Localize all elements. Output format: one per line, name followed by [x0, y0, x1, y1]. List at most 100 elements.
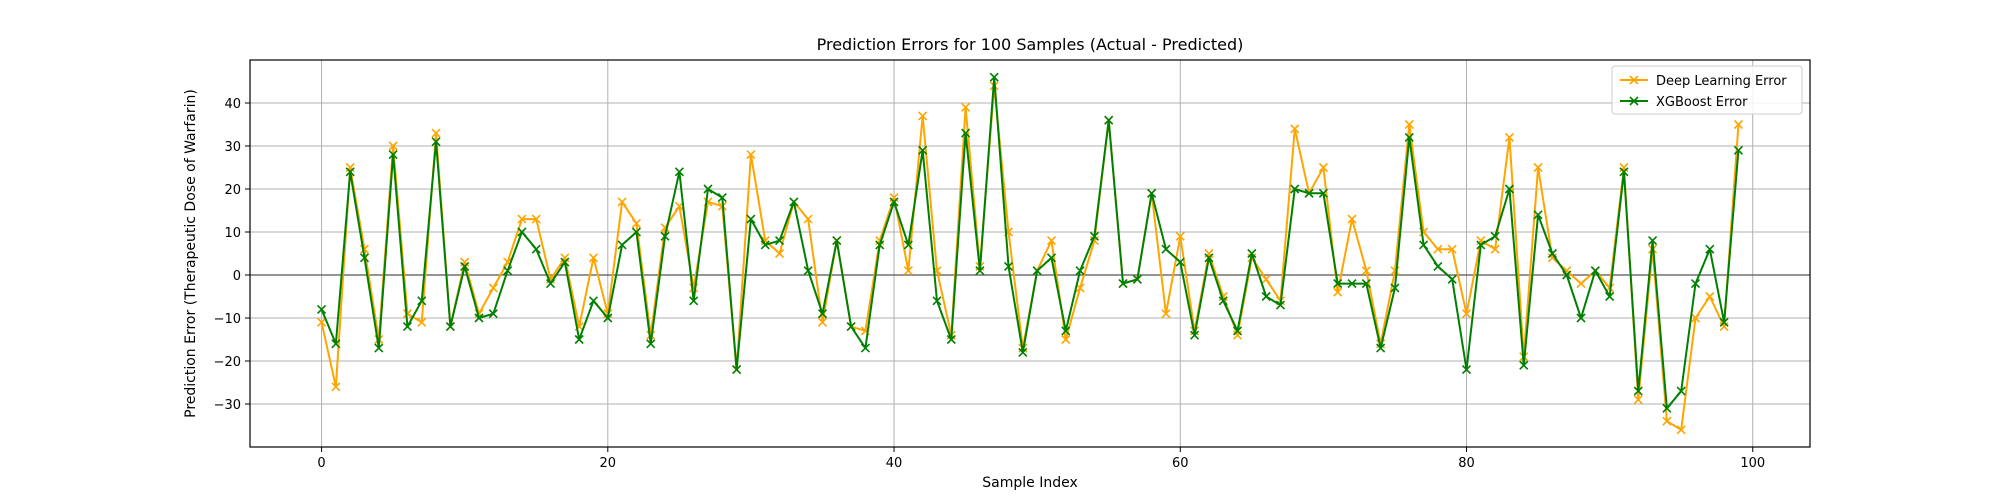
y-tick-label: 30 [224, 140, 241, 155]
data-point [732, 365, 742, 375]
data-point [1075, 266, 1085, 276]
data-point [388, 150, 398, 160]
data-point [445, 322, 455, 332]
data-point [1404, 132, 1414, 142]
data-point [531, 214, 541, 224]
data-point [1461, 365, 1472, 375]
data-point [1118, 279, 1128, 289]
data-point [918, 111, 928, 121]
x-tick-label: 0 [317, 456, 325, 471]
data-point [703, 184, 713, 194]
data-point [1490, 231, 1500, 241]
data-point [1433, 244, 1443, 254]
data-point [1132, 274, 1142, 284]
data-point [1333, 287, 1343, 297]
data-point [717, 193, 727, 203]
data-point [903, 266, 913, 276]
data-point [417, 317, 427, 327]
data-point [1490, 244, 1500, 254]
data-point [345, 167, 355, 177]
data-point [545, 279, 556, 289]
data-point [1175, 231, 1185, 241]
data-point [1104, 115, 1114, 125]
data-point [560, 257, 570, 267]
data-point [1648, 236, 1658, 246]
data-point [961, 102, 971, 112]
y-tick-label: −20 [214, 355, 241, 370]
data-point [1433, 261, 1443, 271]
data-point [460, 261, 470, 271]
data-point [1547, 248, 1557, 259]
data-point [989, 72, 999, 82]
data-point [1347, 214, 1357, 224]
data-point [1633, 395, 1643, 405]
y-tick-label: 0 [233, 269, 241, 284]
data-point [517, 214, 527, 224]
data-point [1376, 343, 1386, 353]
data-point [1733, 119, 1744, 130]
legend-box [1611, 65, 1803, 115]
legend-item: Deep Learning Error [1620, 74, 1787, 89]
data-point [503, 266, 513, 276]
data-point [1204, 253, 1214, 263]
data-point [531, 244, 541, 254]
data-point [1662, 403, 1672, 413]
data-point [1562, 270, 1572, 280]
data-point [1461, 309, 1472, 319]
data-point [1318, 188, 1328, 198]
data-point [1318, 162, 1328, 173]
data-point [932, 296, 942, 306]
data-point [1061, 334, 1071, 345]
data-point [1619, 167, 1629, 177]
x-tick-label: 80 [1458, 456, 1475, 471]
data-point [316, 317, 327, 327]
data-point [474, 313, 484, 323]
data-point [746, 150, 756, 160]
x-tick-label: 100 [1740, 456, 1765, 471]
data-point [789, 197, 799, 207]
data-point [1705, 244, 1715, 254]
data-point [1690, 313, 1701, 323]
legend-label: XGBoost Error [1656, 95, 1748, 110]
data-point [617, 240, 627, 250]
x-tick-label: 60 [1172, 456, 1189, 471]
data-point [1676, 425, 1686, 435]
data-point [1519, 360, 1529, 370]
data-point [646, 330, 656, 340]
data-point [1533, 210, 1543, 220]
data-point [1447, 274, 1457, 284]
plot-frame [249, 59, 1811, 448]
data-point [1419, 240, 1429, 250]
data-point [817, 317, 828, 327]
series-line [320, 84, 1740, 431]
data-point [946, 334, 956, 345]
data-point [889, 197, 899, 207]
series-0 [316, 81, 1744, 435]
y-tick-label: 40 [224, 97, 241, 112]
data-point [1605, 291, 1615, 302]
data-point [1333, 279, 1343, 289]
x-axis-ticks: 0 20 40 60 80 100 [317, 447, 1765, 471]
data-point [803, 214, 813, 224]
data-point [1361, 279, 1371, 289]
chart-title: Prediction Errors for 100 Samples (Actua… [817, 35, 1244, 54]
data-point [1690, 279, 1701, 289]
data-point [1733, 145, 1744, 155]
data-point [331, 339, 341, 349]
legend-marker [1629, 96, 1639, 106]
data-point [431, 128, 441, 138]
data-point [631, 227, 641, 237]
data-point [431, 137, 441, 147]
data-point [1719, 317, 1729, 327]
data-point [1261, 291, 1271, 302]
data-point [1003, 261, 1014, 271]
data-point [1190, 330, 1200, 340]
data-point [975, 266, 985, 276]
data-point [1290, 184, 1300, 194]
data-point [588, 296, 599, 306]
y-tick-label: 20 [224, 183, 241, 198]
data-point [359, 253, 370, 263]
data-point [646, 339, 656, 349]
data-point [574, 334, 584, 345]
